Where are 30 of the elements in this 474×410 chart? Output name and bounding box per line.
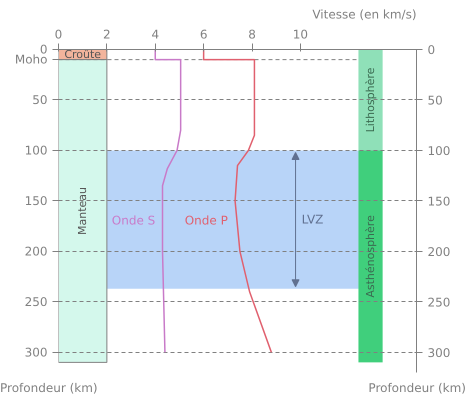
y2-tick-label: 300 [428,346,450,360]
x-axis-title: Vitesse (en km/s) [312,8,417,22]
series-label: Onde P [184,214,228,228]
x-tick-label: 8 [248,28,256,42]
band-label: Asthénosphère [364,214,378,298]
x-tick-label: 4 [151,28,160,42]
y2-tick-label: 0 [428,43,436,57]
y-tick-label: 300 [24,345,48,360]
series-label: Onde S [112,214,156,228]
band-label: Croûte [64,48,102,62]
x-tick-label: 6 [200,28,208,42]
x-tick-label: 10 [292,28,308,42]
y-tick-label: 50 [32,92,48,107]
y2-axis-title: Profondeur (km) [368,380,466,397]
line-series [154,50,182,354]
y2-tick-label: 50 [428,93,443,108]
y-axis-title: Profondeur (km) [0,380,98,397]
x-tick-label: 0 [54,28,62,42]
y-tick-label: 250 [24,294,48,309]
y2-tick-label: 250 [428,295,450,310]
band-label: Manteau [76,187,90,235]
y-tick-label: 200 [24,244,48,258]
x-tick-label: 2 [103,28,111,42]
y2-tick-label: 150 [428,194,450,208]
y-tick-label: 150 [24,194,48,208]
band-label: Lithosphère [364,67,378,132]
y2-tick-label: 100 [428,144,450,158]
y-tick-label: 100 [24,143,48,158]
band-label: LVZ [302,212,324,227]
y2-tick-label: 200 [428,244,450,259]
